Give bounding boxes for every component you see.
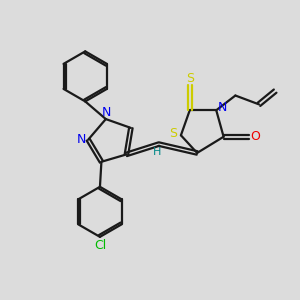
Text: S: S	[169, 127, 177, 140]
Text: N: N	[102, 106, 111, 119]
Text: S: S	[186, 72, 194, 85]
Text: N: N	[77, 133, 86, 146]
Text: O: O	[250, 130, 260, 143]
Text: Cl: Cl	[94, 238, 106, 252]
Text: H: H	[153, 147, 161, 158]
Text: N: N	[218, 101, 227, 114]
